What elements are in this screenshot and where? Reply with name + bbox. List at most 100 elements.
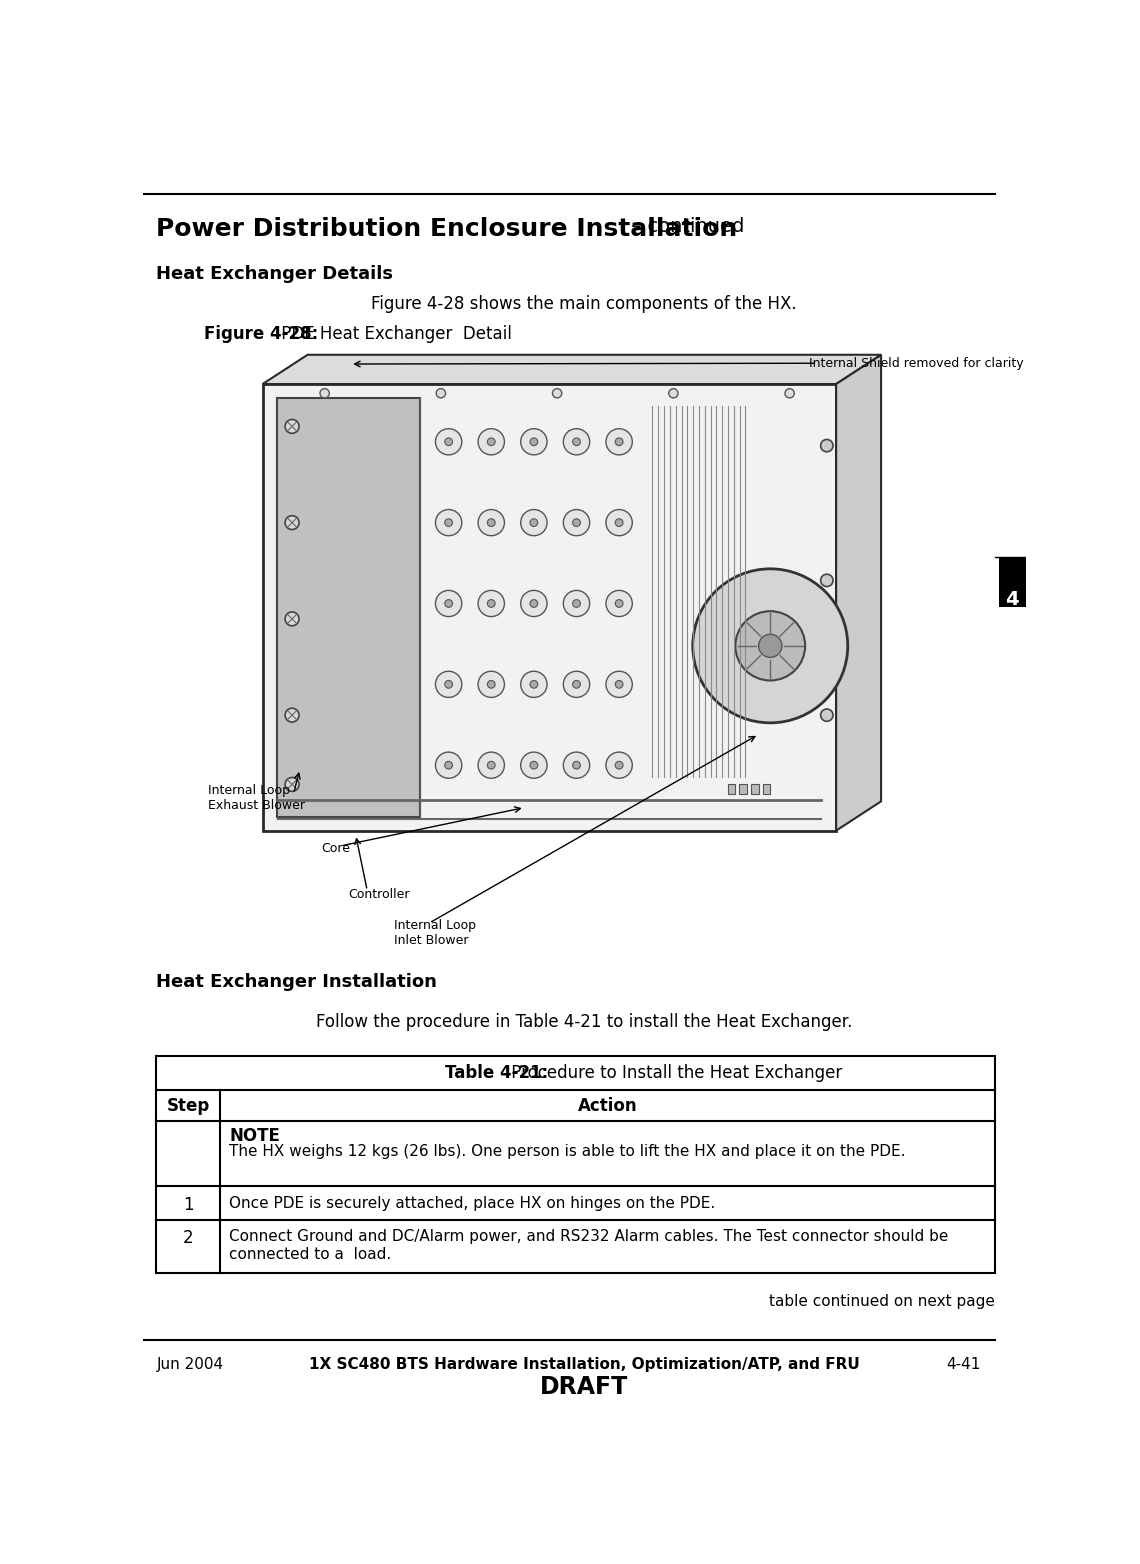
Circle shape bbox=[488, 762, 495, 769]
Circle shape bbox=[320, 388, 329, 397]
Circle shape bbox=[563, 752, 589, 779]
Polygon shape bbox=[262, 355, 881, 385]
Circle shape bbox=[606, 429, 633, 455]
Text: Figure 4-28:: Figure 4-28: bbox=[204, 325, 319, 343]
Bar bbox=[751, 785, 758, 793]
Circle shape bbox=[435, 590, 462, 616]
Text: Procedure to Install the Heat Exchanger: Procedure to Install the Heat Exchanger bbox=[506, 1064, 842, 1082]
Text: 4-41: 4-41 bbox=[946, 1356, 982, 1372]
Circle shape bbox=[437, 388, 446, 397]
Text: Jun 2004: Jun 2004 bbox=[156, 1356, 223, 1372]
Circle shape bbox=[445, 599, 453, 607]
Circle shape bbox=[478, 590, 504, 616]
Text: Power Distribution Enclosure Installation: Power Distribution Enclosure Installatio… bbox=[156, 217, 738, 241]
Circle shape bbox=[530, 680, 538, 688]
Text: Heat Exchanger Details: Heat Exchanger Details bbox=[156, 264, 393, 283]
Circle shape bbox=[563, 590, 589, 616]
Text: 2: 2 bbox=[182, 1229, 194, 1248]
Text: Internal Loop
Exhaust Blower: Internal Loop Exhaust Blower bbox=[209, 785, 306, 812]
Circle shape bbox=[285, 777, 299, 791]
Circle shape bbox=[435, 671, 462, 698]
Circle shape bbox=[572, 519, 580, 527]
Circle shape bbox=[553, 388, 562, 397]
Text: 1X SC480 BTS Hardware Installation, Optimization/ATP, and FRU: 1X SC480 BTS Hardware Installation, Opti… bbox=[309, 1356, 860, 1372]
Bar bbox=[277, 397, 420, 816]
Circle shape bbox=[616, 519, 622, 527]
Text: DRAFT: DRAFT bbox=[540, 1375, 628, 1400]
Circle shape bbox=[488, 599, 495, 607]
Circle shape bbox=[606, 510, 633, 536]
Circle shape bbox=[572, 762, 580, 769]
Circle shape bbox=[572, 438, 580, 446]
Circle shape bbox=[445, 438, 453, 446]
Text: Controller: Controller bbox=[348, 888, 409, 901]
Text: Once PDE is securely attached, place HX on hinges on the PDE.: Once PDE is securely attached, place HX … bbox=[229, 1195, 716, 1211]
Bar bbox=[739, 785, 747, 793]
Text: 4: 4 bbox=[1005, 590, 1019, 608]
Text: Heat Exchanger Installation: Heat Exchanger Installation bbox=[156, 973, 438, 992]
Circle shape bbox=[530, 762, 538, 769]
Circle shape bbox=[669, 388, 678, 397]
Text: table continued on next page: table continued on next page bbox=[770, 1293, 995, 1309]
Circle shape bbox=[606, 590, 633, 616]
Text: Connect Ground and DC/Alarm power, and RS232 Alarm cables. The Test connector sh: Connect Ground and DC/Alarm power, and R… bbox=[229, 1229, 948, 1262]
Bar bbox=[156, 1056, 995, 1273]
Circle shape bbox=[530, 438, 538, 446]
Bar bbox=[999, 557, 1026, 607]
Circle shape bbox=[285, 516, 299, 530]
Circle shape bbox=[488, 680, 495, 688]
Circle shape bbox=[488, 438, 495, 446]
Text: – continued: – continued bbox=[625, 217, 744, 236]
Text: Internal Loop
Inlet Blower: Internal Loop Inlet Blower bbox=[394, 920, 477, 948]
Bar bbox=[763, 785, 771, 793]
Circle shape bbox=[445, 680, 453, 688]
Circle shape bbox=[445, 519, 453, 527]
Text: PDE Heat Exchanger  Detail: PDE Heat Exchanger Detail bbox=[276, 325, 512, 343]
Circle shape bbox=[521, 510, 547, 536]
Text: Follow the procedure in Table 4-21 to install the Heat Exchanger.: Follow the procedure in Table 4-21 to in… bbox=[316, 1013, 853, 1031]
Circle shape bbox=[530, 519, 538, 527]
Bar bbox=[262, 385, 836, 830]
Circle shape bbox=[285, 612, 299, 626]
Circle shape bbox=[285, 708, 299, 723]
Circle shape bbox=[521, 671, 547, 698]
Circle shape bbox=[435, 510, 462, 536]
Circle shape bbox=[478, 752, 504, 779]
Text: Step: Step bbox=[166, 1096, 210, 1115]
Circle shape bbox=[572, 599, 580, 607]
Circle shape bbox=[478, 510, 504, 536]
Circle shape bbox=[616, 680, 622, 688]
Circle shape bbox=[445, 762, 453, 769]
Text: Table 4-21:: Table 4-21: bbox=[445, 1064, 548, 1082]
Text: Figure 4-28 shows the main components of the HX.: Figure 4-28 shows the main components of… bbox=[372, 296, 797, 313]
Circle shape bbox=[521, 590, 547, 616]
Circle shape bbox=[616, 438, 622, 446]
Circle shape bbox=[821, 708, 833, 721]
Circle shape bbox=[758, 635, 782, 657]
Text: 1: 1 bbox=[182, 1195, 194, 1214]
Circle shape bbox=[285, 419, 299, 433]
Circle shape bbox=[572, 680, 580, 688]
Circle shape bbox=[563, 429, 589, 455]
Text: Internal Shield removed for clarity: Internal Shield removed for clarity bbox=[809, 357, 1024, 371]
Circle shape bbox=[693, 569, 848, 723]
Circle shape bbox=[821, 439, 833, 452]
Circle shape bbox=[606, 752, 633, 779]
Text: NOTE: NOTE bbox=[229, 1128, 280, 1145]
Text: Core: Core bbox=[320, 841, 350, 856]
Circle shape bbox=[563, 510, 589, 536]
Circle shape bbox=[563, 671, 589, 698]
Circle shape bbox=[521, 752, 547, 779]
Circle shape bbox=[785, 388, 795, 397]
Circle shape bbox=[735, 612, 805, 680]
Bar bbox=[727, 785, 735, 793]
Circle shape bbox=[821, 574, 833, 586]
Circle shape bbox=[606, 671, 633, 698]
Circle shape bbox=[478, 429, 504, 455]
Circle shape bbox=[435, 752, 462, 779]
Circle shape bbox=[478, 671, 504, 698]
Polygon shape bbox=[836, 355, 881, 830]
Circle shape bbox=[530, 599, 538, 607]
Circle shape bbox=[488, 519, 495, 527]
Text: The HX weighs 12 kgs (26 lbs). One person is able to lift the HX and place it on: The HX weighs 12 kgs (26 lbs). One perso… bbox=[229, 1143, 906, 1159]
